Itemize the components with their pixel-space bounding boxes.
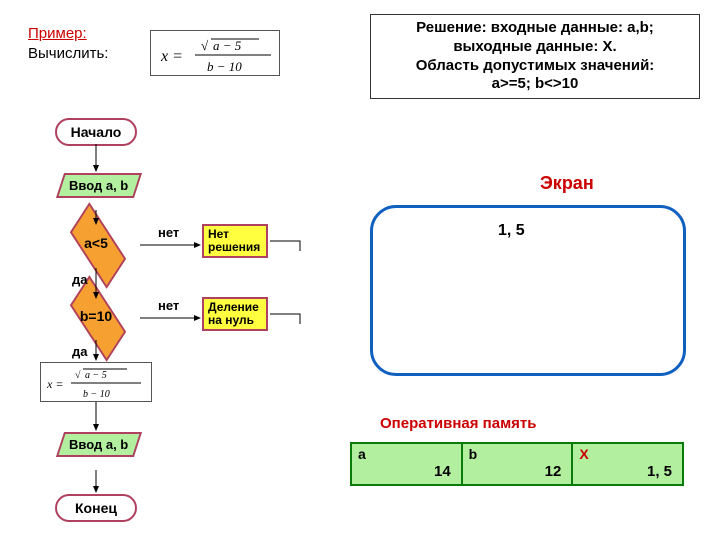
screen-value: 1, 5 [498,222,525,240]
solution-box: Решение: входные данные: a,b; выходные д… [370,14,700,99]
decision-a: a<5 [52,223,140,267]
svg-text:a − 5: a − 5 [85,370,107,381]
svg-text:b − 10: b − 10 [207,59,242,74]
input-node: Ввод a, b [56,173,142,198]
memory-table: a 14 b 12 X 1, 5 [350,442,684,486]
svg-text:a − 5: a − 5 [213,38,242,53]
action-div-zero: Деление на нуль [202,297,268,331]
screen-title: Экран [540,173,594,194]
sol-l1: Решение: входные данные: a,b; [416,19,654,36]
compute-label: Вычислить: [28,45,108,62]
example-label: Пример: [28,25,87,42]
formula-svg: x = √ a − 5 b − 10 [151,31,281,77]
process-formula: x = √ a − 5 b − 10 [40,362,152,402]
sol-l3: Область допустимых значений: [416,57,655,74]
svg-text:b − 10: b − 10 [83,389,110,400]
svg-text:√: √ [75,370,81,381]
svg-text:√: √ [201,38,209,53]
formula-box: x = √ a − 5 b − 10 [150,30,280,76]
svg-text:x =: x = [160,48,183,65]
decision-b: b=10 [52,296,140,340]
output-node: Ввод a, b [56,432,142,457]
screen-panel: 1, 5 [370,205,686,376]
sol-l2: выходные данные: X. [453,38,616,55]
example-header: Пример: Вычислить: [28,24,108,65]
memory-title: Оперативная память [380,415,537,432]
mem-cell-b: b 12 [463,444,574,484]
no-label-2: нет [158,298,179,313]
end-node: Конец [55,494,137,522]
sol-l4: a>=5; b<>10 [492,75,579,92]
yes-label-1: да [72,272,87,287]
mem-cell-a: a 14 [352,444,463,484]
yes-label-2: да [72,344,87,359]
svg-text:x =: x = [46,377,63,391]
no-label-1: нет [158,225,179,240]
mem-cell-x: X 1, 5 [573,444,682,484]
action-no-solution: Нет решения [202,224,268,258]
start-node: Начало [55,118,137,146]
